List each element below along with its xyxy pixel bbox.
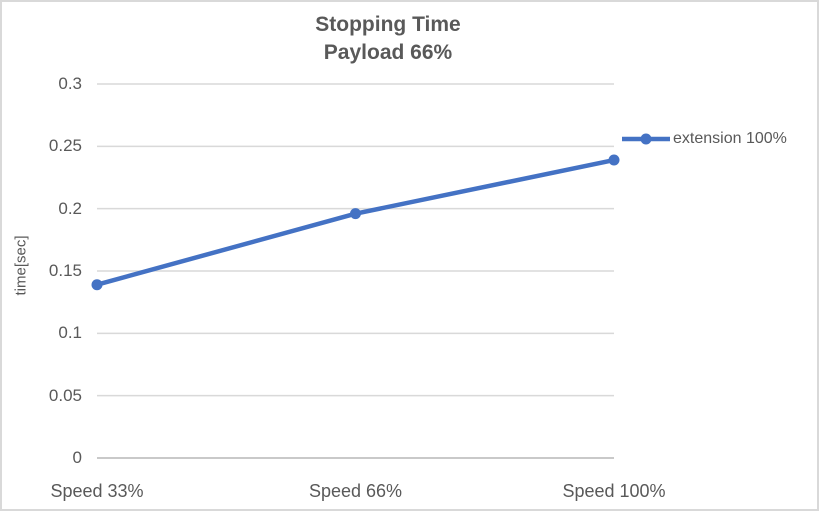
y-tick-label: 0 — [72, 448, 82, 467]
chart-title-line1: Stopping Time — [315, 13, 461, 36]
x-category-label: Speed 66% — [308, 481, 403, 501]
y-tick-label: 0.2 — [58, 198, 82, 218]
y-tick-label: 0.25 — [48, 136, 82, 156]
data-point-marker — [91, 279, 103, 291]
chart-title: Stopping Time Payload 66% — [2, 11, 774, 67]
chart-title-line2: Payload 66% — [323, 41, 453, 64]
series-line — [94, 157, 617, 287]
y-tick-label: 0.1 — [58, 323, 82, 343]
y-tick-label: 0.3 — [58, 74, 82, 93]
x-category-label: Speed 33% — [50, 481, 144, 501]
data-point-marker — [350, 208, 361, 220]
legend: extension 100% — [622, 128, 787, 149]
x-category-label: Speed 100% — [562, 481, 666, 501]
y-tick-label: 0.15 — [48, 261, 82, 280]
data-point-marker — [608, 154, 620, 166]
legend-line-marker-icon — [622, 133, 670, 144]
y-tick-label: 0.05 — [48, 385, 82, 405]
legend-marker-dot — [640, 133, 652, 144]
legend-series-label: extension 100% — [673, 129, 787, 147]
